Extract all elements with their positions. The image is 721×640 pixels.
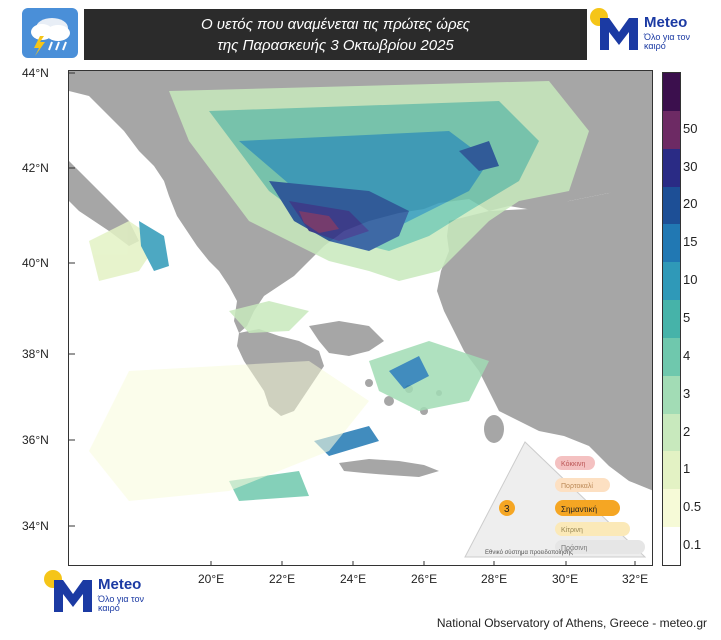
colorbar-label: 5 (683, 310, 691, 325)
colorbar-label: 2 (683, 423, 691, 439)
lon-label: 20°E (198, 572, 225, 586)
meteo-m-icon (54, 580, 92, 612)
colorbar-label: 50 (683, 120, 698, 136)
colorbar-label: 0.5 (683, 499, 702, 515)
lat-label: 44°N (22, 66, 49, 80)
colorbar-segment (663, 489, 680, 528)
land-anatolia (437, 181, 652, 491)
risk-level: 3 (504, 504, 510, 515)
colorbar-label: 4 (683, 347, 691, 363)
logo-tagline: Όλο για τον καιρό (644, 32, 690, 51)
colorbar-segment (663, 262, 680, 301)
colorbar-label: 1 (683, 461, 691, 477)
lon-label: 26°E (411, 572, 438, 586)
rainfall-map (68, 70, 653, 566)
lat-label: 38°N (22, 347, 49, 361)
lon-label: 30°E (552, 572, 579, 586)
lon-label: 32°E (622, 572, 649, 586)
lon-label: 22°E (269, 572, 296, 586)
risk-caption: Εθνικό σύστημα προειδοποίησης (485, 549, 573, 556)
title-line-1: Ο υετός που αναμένεται τις πρώτες ώρες (200, 16, 471, 33)
colorbar-segment (663, 451, 680, 490)
colorbar-segment (663, 110, 680, 149)
meteo-m-icon (600, 18, 638, 50)
lon-label: 24°E (340, 572, 367, 586)
rain-cloud-icon (22, 8, 78, 58)
lat-label: 40°N (22, 256, 49, 270)
land-attica (309, 321, 384, 356)
risk-legend: 3 Σημαντική Κόκκινη Πορτοκαλί Κίτρινη Πρ… (455, 432, 655, 564)
risk-active-label: Σημαντική (561, 505, 597, 514)
risk-label-yellow: Κίτρινη (561, 526, 583, 534)
risk-label-orange: Πορτοκαλί (561, 482, 593, 490)
colorbar-segment (663, 375, 680, 414)
lat-label: 36°N (22, 433, 49, 447)
colorbar-segment (663, 300, 680, 338)
lon-label: 28°E (481, 572, 508, 586)
colorbar (662, 72, 681, 566)
colorbar-segment (663, 413, 680, 452)
colorbar-label: 3 (683, 385, 691, 401)
colorbar-segment (663, 224, 680, 263)
colorbar-segment (663, 73, 680, 111)
lat-label: 42°N (22, 161, 49, 175)
meteo-logo-bottom: Meteo Όλο για τον καιρό (44, 570, 144, 620)
colorbar-segment (663, 148, 680, 187)
attribution: National Observatory of Athens, Greece -… (436, 616, 707, 630)
lat-label: 34°N (22, 519, 49, 533)
colorbar-label: 15 (683, 234, 698, 250)
colorbar-segment (663, 527, 680, 565)
risk-label-green: Πράσινη (561, 544, 587, 552)
logo-brand: Meteo (644, 14, 688, 31)
map-title: Ο υετός που αναμένεται τις πρώτες ώρες τ… (84, 9, 587, 60)
colorbar-segment (663, 337, 680, 376)
colorbar-label: 30 (683, 158, 698, 174)
colorbar-label: 0.1 (683, 537, 702, 553)
colorbar-segment (663, 186, 680, 225)
title-line-2: της Παρασκευής 3 Οκτωβρίου 2025 (217, 37, 454, 54)
logo-tagline: Όλο για τον καιρό (98, 594, 144, 613)
land-crete (339, 459, 439, 477)
rainfall-overlay (89, 81, 589, 501)
colorbar-label: 20 (683, 196, 698, 212)
colorbar-label: 10 (683, 272, 698, 288)
risk-label-red: Κόκκινη (561, 460, 586, 468)
logo-brand: Meteo (98, 576, 142, 593)
meteo-logo: Meteo Όλο για τον καιρό (590, 8, 690, 58)
